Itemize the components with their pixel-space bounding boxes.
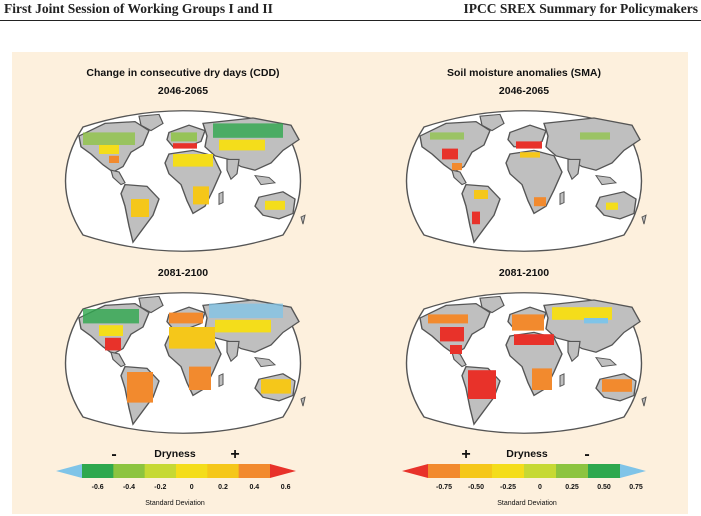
cdd-title: Change in consecutive dry days (CDD) [86, 67, 279, 79]
cdd-colorbar-segment [113, 464, 146, 478]
sma-period-1: 2046-2065 [499, 85, 549, 97]
cdd-tick-label: -0.4 [123, 484, 135, 491]
sma-legend-minus: - [584, 446, 589, 463]
sma-period-2: 2081-2100 [499, 267, 549, 279]
cdd-legend-label: Dryness [154, 448, 196, 460]
sma-colorbar-segment [460, 464, 493, 478]
cdd-tick-label: 0 [190, 484, 194, 491]
cdd-legend-unit: Standard Deviation [145, 500, 205, 507]
cdd-legend-minus: - [111, 446, 116, 463]
sma-legend-plus: + [461, 446, 470, 463]
cdd-tick-label: 0.4 [249, 484, 259, 491]
sma-legend: + Dryness - -0.75 -0.50 -0.25 0 0.25 0.50 0.75… [402, 446, 646, 507]
cdd-tick-label: -0.6 [92, 484, 104, 491]
cdd-period-1: 2046-2065 [158, 85, 208, 97]
sma-map-2046-2065 [405, 110, 647, 252]
sma-colorbar-segment [492, 464, 525, 478]
cdd-tick-label: -0.2 [154, 484, 166, 491]
cdd-period-2: 2081-2100 [158, 267, 208, 279]
running-header-right: IPCC SREX Summary for Policymakers [463, 1, 698, 16]
sma-title: Soil moisture anomalies (SMA) [447, 67, 601, 79]
page-header: First Joint Session of Working Groups I … [0, 0, 701, 22]
sma-colorbar-segment [524, 464, 557, 478]
header-rule [0, 20, 701, 21]
sma-tick-label: 0.75 [629, 484, 643, 491]
cdd-colorbar-segment [176, 464, 208, 478]
sma-colorbar [402, 464, 646, 478]
cdd-colorbar-right-arrow [270, 464, 296, 478]
cdd-legend: - Dryness + -0.6 -0.4 -0.2 0 0.2 0.4 0.6 Stand… [56, 446, 296, 507]
cdd-colorbar-segment [144, 464, 177, 478]
sma-colorbar-segment [428, 464, 461, 478]
sma-tick-label: -0.75 [436, 484, 452, 491]
running-header-left: First Joint Session of Working Groups I … [4, 1, 273, 16]
sma-tick-label: 0 [538, 484, 542, 491]
sma-tick-label: -0.25 [500, 484, 516, 491]
sma-tick-label: 0.25 [565, 484, 579, 491]
cdd-map-2046-2065 [64, 110, 306, 252]
sma-colorbar-segment [588, 464, 621, 478]
sma-colorbar-left-arrow [402, 464, 428, 478]
cdd-tick-label: 0.6 [281, 484, 291, 491]
cdd-colorbar-segment [82, 464, 114, 478]
cdd-colorbar-segment [207, 464, 240, 478]
cdd-map-2081-2100 [64, 292, 306, 434]
sma-tick-labels: -0.75 -0.50 -0.25 0 0.25 0.50 0.75 [436, 484, 643, 491]
sma-legend-unit: Standard Deviation [497, 500, 557, 507]
cdd-colorbar-left-arrow [56, 464, 82, 478]
sma-tick-label: 0.50 [597, 484, 611, 491]
sma-legend-label: Dryness [506, 448, 548, 460]
cdd-colorbar-segment [238, 464, 271, 478]
sma-colorbar-segment [556, 464, 589, 478]
cdd-tick-labels: -0.6 -0.4 -0.2 0 0.2 0.4 0.6 [92, 484, 291, 491]
cdd-tick-label: 0.2 [218, 484, 228, 491]
sma-tick-label: -0.50 [468, 484, 484, 491]
cdd-colorbar [56, 464, 296, 478]
sma-colorbar-right-arrow [620, 464, 646, 478]
sma-map-2081-2100 [405, 292, 647, 434]
cdd-legend-plus: + [230, 446, 239, 463]
